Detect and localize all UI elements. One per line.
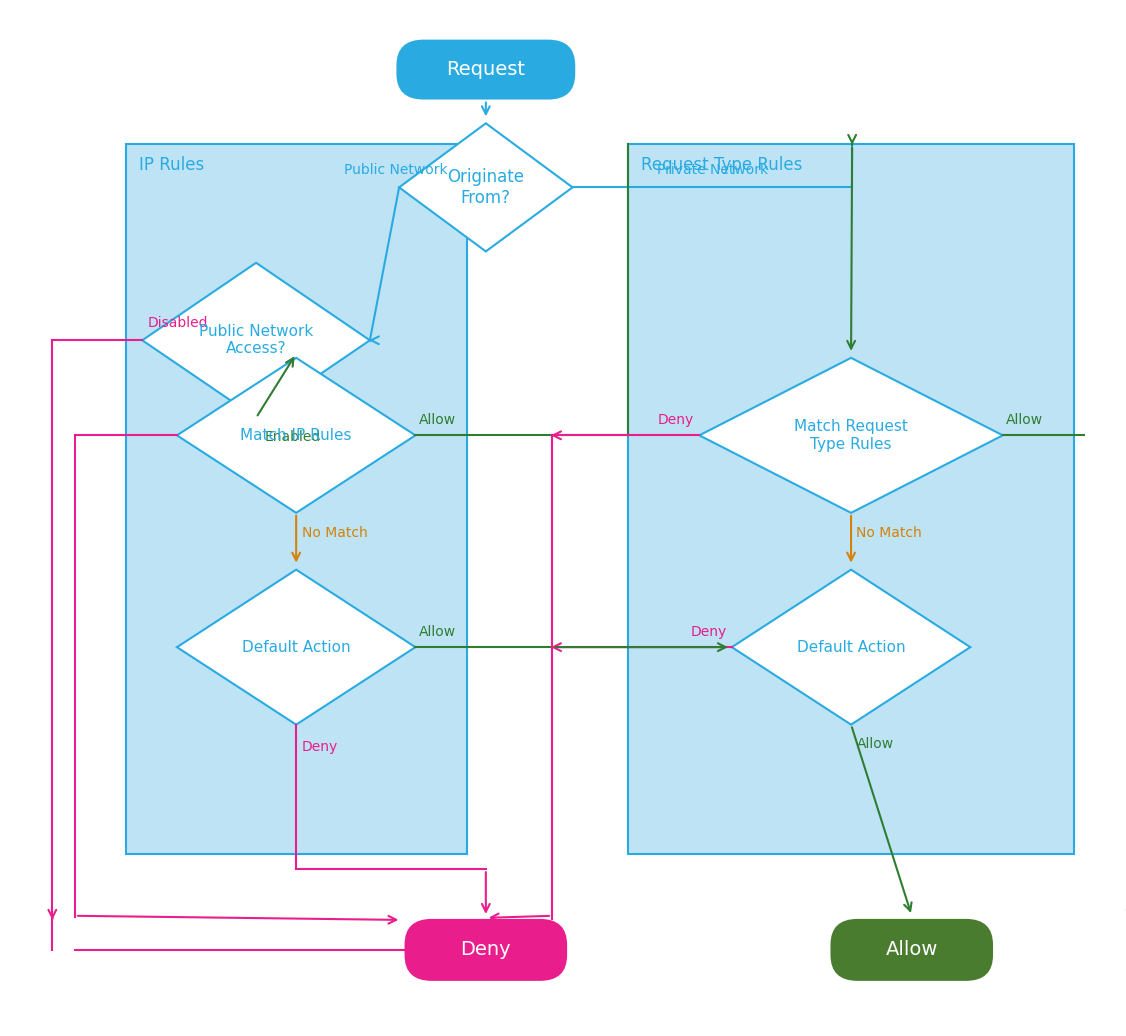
Text: Allow: Allow <box>885 941 938 959</box>
Text: Match IP Rules: Match IP Rules <box>241 428 352 442</box>
Polygon shape <box>732 570 971 724</box>
Polygon shape <box>177 570 415 724</box>
Polygon shape <box>177 357 415 513</box>
Text: Deny: Deny <box>461 941 511 959</box>
Polygon shape <box>628 144 1074 854</box>
Polygon shape <box>142 263 369 418</box>
Text: Deny: Deny <box>690 625 726 639</box>
FancyBboxPatch shape <box>831 919 993 981</box>
Text: Deny: Deny <box>658 413 694 427</box>
Text: Disabled: Disabled <box>148 316 208 329</box>
Text: Allow: Allow <box>1006 413 1043 427</box>
Text: No Match: No Match <box>302 526 367 540</box>
Polygon shape <box>399 123 572 252</box>
Text: Match Request
Type Rules: Match Request Type Rules <box>794 420 908 452</box>
Text: Default Action: Default Action <box>242 639 350 655</box>
FancyBboxPatch shape <box>404 919 568 981</box>
Polygon shape <box>126 144 467 854</box>
Text: Public Network: Public Network <box>343 163 447 177</box>
Text: No Match: No Match <box>857 526 922 540</box>
Polygon shape <box>699 357 1003 513</box>
Text: Allow: Allow <box>419 413 456 427</box>
Text: Enabled: Enabled <box>265 430 321 444</box>
Text: IP Rules: IP Rules <box>138 156 204 174</box>
Text: Private Network: Private Network <box>656 163 768 177</box>
Text: Allow: Allow <box>857 737 894 751</box>
Text: Request Type Rules: Request Type Rules <box>641 156 802 174</box>
Text: Public Network
Access?: Public Network Access? <box>199 324 313 356</box>
Text: Default Action: Default Action <box>797 639 905 655</box>
Text: Deny: Deny <box>302 740 338 754</box>
Text: Originate
From?: Originate From? <box>447 168 525 207</box>
Text: Request: Request <box>446 60 526 79</box>
FancyBboxPatch shape <box>396 39 575 99</box>
Text: Allow: Allow <box>419 625 456 639</box>
